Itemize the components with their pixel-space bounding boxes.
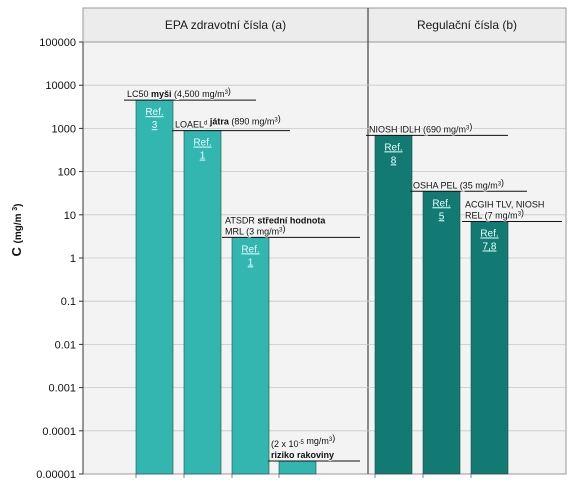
annotation-label: OSHA PEL (35 mg/m3) (413, 177, 504, 190)
y-tick-label: 100000 (39, 37, 76, 49)
annotation-label: ATSDR střední hodnota (225, 215, 326, 225)
annotations: LC50 myši (4,500 mg/m3) LOAELd játra (890… (124, 85, 562, 462)
y-tick-label: 0.001 (48, 383, 76, 395)
bar-5 (422, 190, 461, 475)
bar-6 (470, 221, 509, 475)
y-tick-label: 10000 (45, 80, 76, 92)
annotation-label: NIOSH IDLH (690 mg/m3) (369, 121, 472, 134)
bar-ref-label[interactable]: 5 (439, 211, 445, 222)
bar-ref-label[interactable]: Ref. (384, 142, 402, 153)
annotation-label: LC50 myši (4,500 mg/m3) (127, 86, 231, 99)
bar-ref-label[interactable]: 1 (248, 257, 254, 268)
bar-0 (135, 99, 174, 475)
bar-1 (183, 130, 222, 475)
y-tick-label: 10 (64, 210, 76, 222)
bar-2 (231, 237, 270, 475)
bar-ref-label[interactable]: Ref. (432, 198, 450, 209)
annotation-label: REL (7 mg/m3) (465, 207, 524, 220)
bar-3 (278, 460, 317, 475)
bar-ref-label[interactable]: Ref. (145, 107, 163, 118)
y-tick-label: 100 (58, 167, 76, 179)
bars: Ref. 3 Ref. 1 Ref. 1 Ref. 8 Ref. 5 Ref. 7,8 (135, 99, 509, 478)
bar-ref-label[interactable]: 7,8 (483, 241, 497, 252)
y-axis-label: C (mg/m 3) (9, 203, 24, 256)
panel-header-strip (82, 7, 567, 43)
y-tick-label: 0.00001 (36, 469, 76, 481)
bar-ref-label[interactable]: 8 (391, 155, 397, 166)
annotation-label: MRL (3 mg/m3) (225, 223, 286, 236)
annotation-label: (2 x 10-5 mg/m3) (271, 433, 335, 449)
annotation-label: ACGIH TLV, NIOSH (465, 199, 544, 209)
bar-ref-label[interactable]: Ref. (193, 138, 211, 149)
y-tick-label: 1000 (52, 123, 76, 135)
y-tick-label: 0.1 (61, 296, 76, 308)
y-tick-label: 0.0001 (42, 426, 76, 438)
bar-ref-label[interactable]: Ref. (480, 228, 498, 239)
y-tick-label: 1 (70, 253, 76, 265)
bar-4 (374, 135, 413, 475)
annotation-label: LOAELd játra (890 mg/m3) (175, 114, 281, 130)
bar-ref-label[interactable]: 1 (200, 151, 206, 162)
bar-ref-label[interactable]: 3 (152, 120, 158, 131)
y-axis: 100000 10000 1000 100 10 1 0.1 0.01 0.001 0.0001 0… (9, 37, 84, 481)
bar-ref-label[interactable]: Ref. (241, 244, 259, 255)
panel-header-1: Regulační čísla (b) (417, 18, 517, 32)
panel-header-0: EPA zdravotní čísla (a) (165, 18, 286, 32)
annotation-label: riziko rakoviny (271, 450, 334, 460)
y-tick-label: 0.01 (55, 339, 76, 351)
